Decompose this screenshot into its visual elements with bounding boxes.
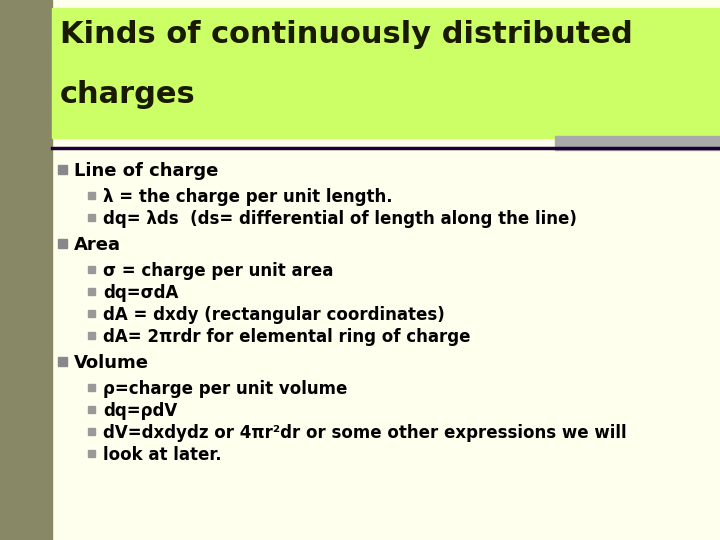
Text: dq= λds  (ds= differential of length along the line): dq= λds (ds= differential of length alon…	[103, 210, 577, 228]
Bar	[88, 428, 95, 435]
Bar	[88, 214, 95, 221]
Bar	[88, 192, 95, 199]
Text: dV=dxdydz or 4πr²dr or some other expressions we will: dV=dxdydz or 4πr²dr or some other expres…	[103, 424, 626, 442]
Text: Volume: Volume	[74, 354, 149, 372]
Bar	[88, 288, 95, 295]
Text: Kinds of continuously distributed: Kinds of continuously distributed	[60, 20, 633, 49]
Bar	[555, 136, 720, 150]
Bar	[58, 165, 67, 174]
Text: ρ=charge per unit volume: ρ=charge per unit volume	[103, 380, 347, 398]
Text: charges: charges	[60, 80, 196, 109]
Text: Area: Area	[74, 236, 121, 254]
Text: dA= 2πrdr for elemental ring of charge: dA= 2πrdr for elemental ring of charge	[103, 328, 470, 346]
Bar	[88, 450, 95, 457]
Bar	[52, 8, 720, 138]
Bar	[58, 357, 67, 366]
Bar	[0, 0, 52, 540]
Bar	[88, 406, 95, 413]
Bar	[88, 266, 95, 273]
Bar	[58, 239, 67, 248]
Bar	[88, 332, 95, 339]
Text: dq=σdA: dq=σdA	[103, 284, 179, 302]
Text: look at later.: look at later.	[103, 446, 222, 464]
Text: dq=ρdV: dq=ρdV	[103, 402, 177, 420]
Text: Line of charge: Line of charge	[74, 162, 218, 180]
Bar	[88, 310, 95, 317]
Text: λ = the charge per unit length.: λ = the charge per unit length.	[103, 188, 392, 206]
Text: dA = dxdy (rectangular coordinates): dA = dxdy (rectangular coordinates)	[103, 306, 445, 324]
Bar	[88, 384, 95, 391]
Text: σ = charge per unit area: σ = charge per unit area	[103, 262, 333, 280]
